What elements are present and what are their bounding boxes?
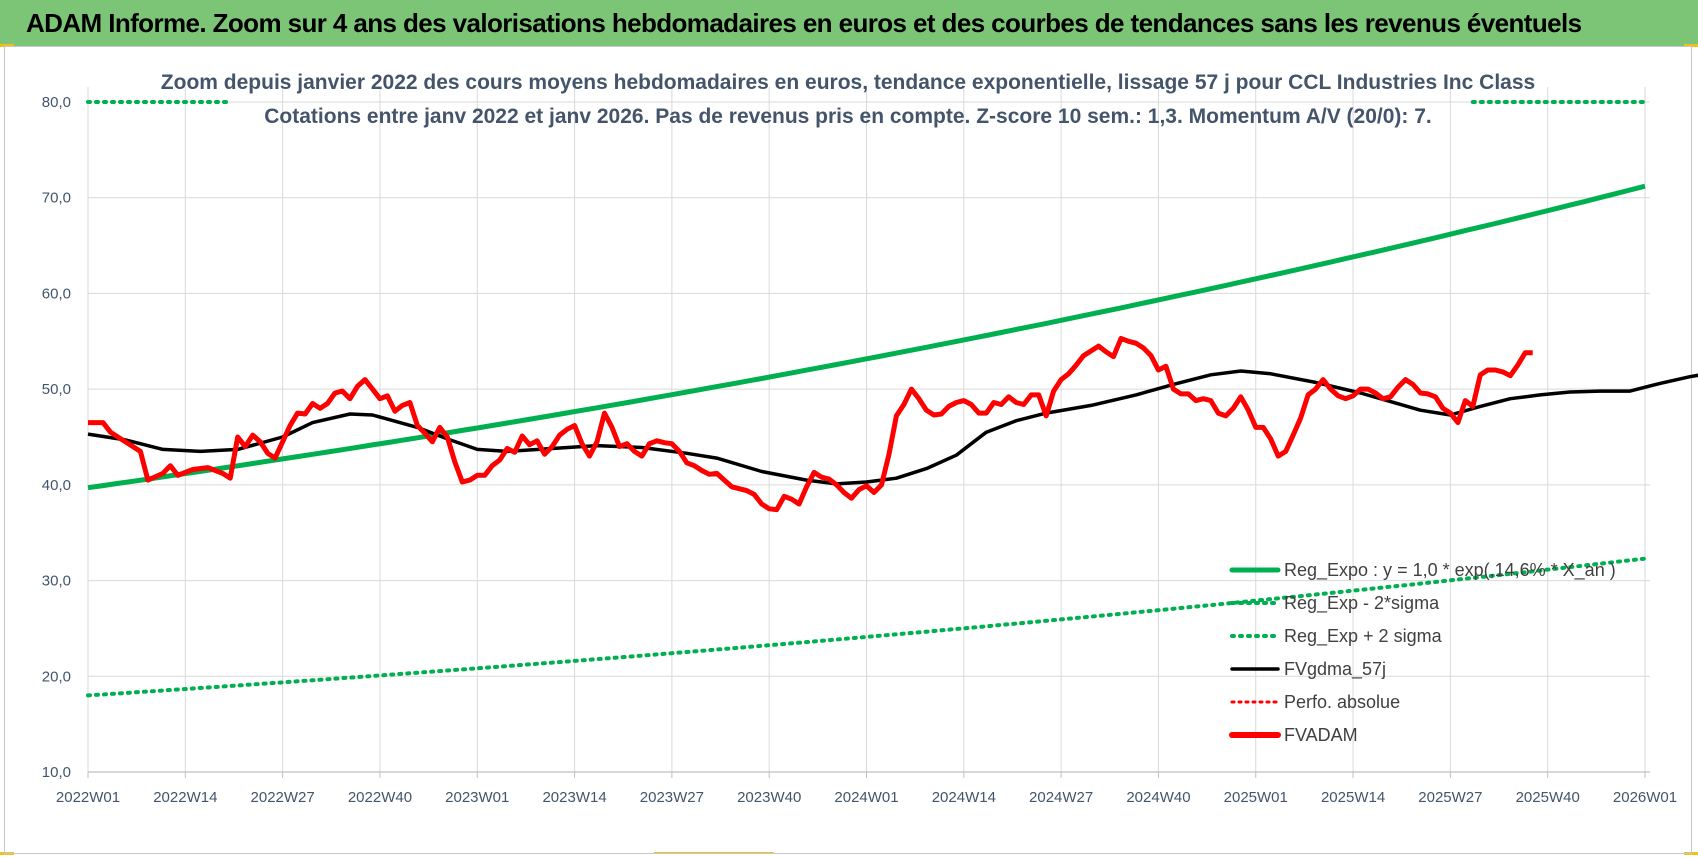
y-tick-label: 80,0 xyxy=(42,94,71,111)
corner-accent-top-right xyxy=(1684,44,1698,47)
legend-moving-average-label: FVgdma_57j xyxy=(1284,659,1386,680)
x-tick-label: 2025W40 xyxy=(1516,789,1580,806)
x-tick-label: 2023W14 xyxy=(542,789,606,806)
x-tick-label: 2024W01 xyxy=(834,789,898,806)
report-title: ADAM Informe. Zoom sur 4 ans des valoris… xyxy=(26,8,1582,38)
x-tick-label: 2022W40 xyxy=(348,789,412,806)
x-tick-label: 2023W01 xyxy=(445,789,509,806)
y-tick-label: 50,0 xyxy=(42,381,71,398)
moving-average-line xyxy=(87,369,1698,486)
lower-band-line xyxy=(86,556,1647,698)
y-tick-label: 70,0 xyxy=(42,190,71,207)
title-bar: ADAM Informe. Zoom sur 4 ans des valoris… xyxy=(0,0,1698,47)
x-tick-label: 2025W14 xyxy=(1321,789,1385,806)
chart-frame xyxy=(4,46,1692,854)
y-axis-ticks: 10,0 20,0 30,0 40,0 50,0 60,0 70,0 80,0 xyxy=(42,94,71,781)
legend-perfo-absolue-label: Perfo. absolue xyxy=(1284,692,1400,712)
x-tick-label: 2025W27 xyxy=(1418,789,1482,806)
y-tick-label: 40,0 xyxy=(42,477,71,494)
chart-title: Zoom depuis janvier 2022 des cours moyen… xyxy=(161,71,1535,94)
x-tick-label: 2024W14 xyxy=(932,789,996,806)
grid-lines xyxy=(87,87,1650,773)
x-tick-label: 2023W27 xyxy=(640,789,704,806)
legend: Reg_Expo : y = 1,0 * exp(,14,6% * X_an )… xyxy=(1229,560,1616,745)
series-group xyxy=(86,100,1698,698)
x-tick-label: 2023W40 xyxy=(737,789,801,806)
legend-regression-label: Reg_Expo : y = 1,0 * exp(,14,6% * X_an ) xyxy=(1284,560,1616,581)
corner-accent-top-left xyxy=(0,44,14,47)
y-tick-label: 30,0 xyxy=(42,573,71,590)
legend-upper-band-label: Reg_Exp + 2 sigma xyxy=(1284,626,1443,647)
chart-subtitle: Cotations entre janv 2022 et janv 2026. … xyxy=(264,105,1432,128)
x-axis-ticks: 2022W01 2022W14 2022W27 2022W40 2023W01 2023W… xyxy=(56,772,1677,806)
regression-line xyxy=(87,183,1646,491)
x-tick-label: 2022W01 xyxy=(56,789,120,806)
y-tick-label: 10,0 xyxy=(42,764,71,781)
y-tick-label: 20,0 xyxy=(42,668,71,685)
legend-price-label: FVADAM xyxy=(1284,725,1358,745)
legend-lower-band-label: Reg_Exp - 2*sigma xyxy=(1284,593,1440,614)
x-tick-label: 2025W01 xyxy=(1224,789,1288,806)
x-tick-label: 2022W14 xyxy=(153,789,217,806)
price-line xyxy=(88,335,1533,513)
x-tick-label: 2022W27 xyxy=(251,789,315,806)
x-tick-label: 2024W27 xyxy=(1029,789,1093,806)
x-tick-label: 2024W40 xyxy=(1126,789,1190,806)
y-tick-label: 60,0 xyxy=(42,285,71,302)
x-tick-label: 2026W01 xyxy=(1613,789,1677,806)
